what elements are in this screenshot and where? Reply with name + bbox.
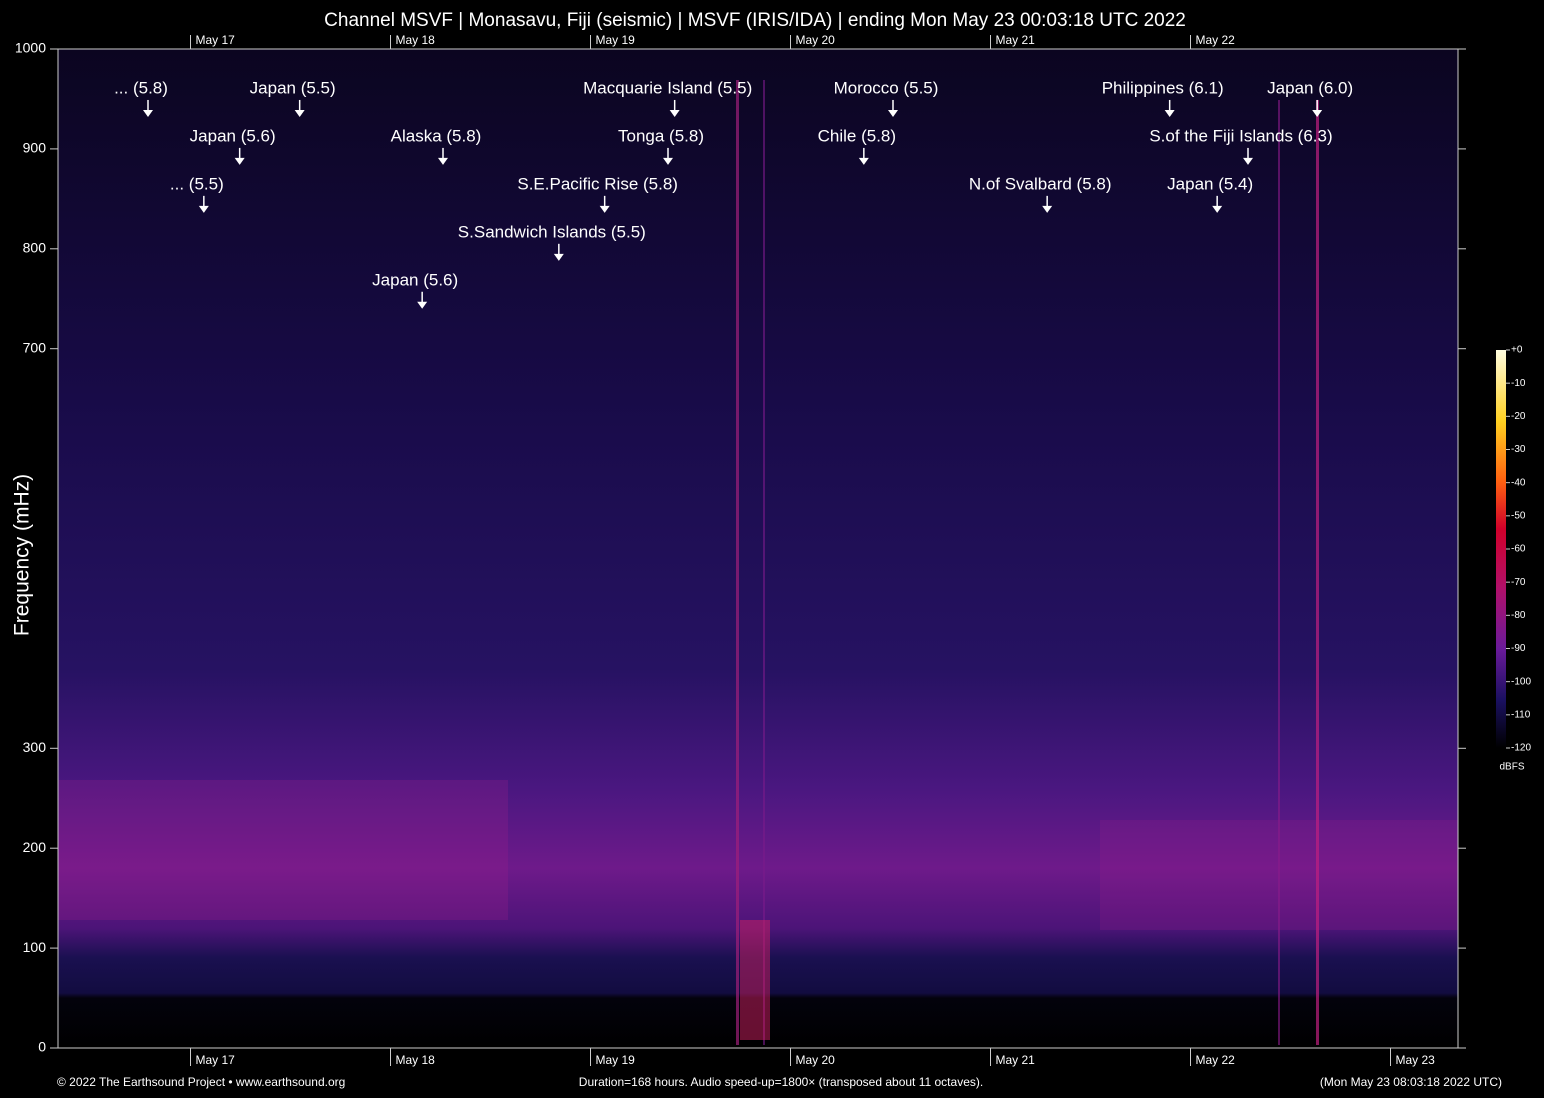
y-tick-label: 1000 xyxy=(15,40,46,56)
x-tick-label: May 17 xyxy=(196,1053,236,1067)
footer-center: Duration=168 hours. Audio speed-up=1800×… xyxy=(579,1075,983,1089)
chart-title: Channel MSVF | Monasavu, Fiji (seismic) … xyxy=(324,10,1186,31)
event-arrowhead xyxy=(1243,157,1253,165)
event-label: Japan (6.0) xyxy=(1267,78,1353,97)
event-arrowhead xyxy=(234,157,245,165)
y-tick-label: 700 xyxy=(23,339,47,355)
colorbar xyxy=(1496,350,1506,748)
colorbar-tick-label: -50 xyxy=(1511,510,1526,521)
y-tick-label: 900 xyxy=(23,140,47,156)
event-label: Japan (5.4) xyxy=(1167,174,1253,193)
colorbar-tick-label: -60 xyxy=(1511,544,1526,555)
colorbar-label: dBFS xyxy=(1499,762,1524,773)
colorbar-tick-label: -90 xyxy=(1511,643,1526,654)
colorbar-tick-label: -70 xyxy=(1511,577,1526,588)
spectrogram xyxy=(58,49,1458,1048)
colorbar-tick-label: -110 xyxy=(1511,709,1531,720)
event-arrowhead xyxy=(888,109,898,117)
event-label: Japan (5.6) xyxy=(190,126,276,145)
x2-tick-label: May 20 xyxy=(796,33,836,47)
colorbar-tick-label: -40 xyxy=(1511,477,1526,488)
event-arrowhead xyxy=(663,157,673,165)
event-arrowhead xyxy=(669,109,680,117)
x2-tick-label: May 17 xyxy=(196,33,236,47)
y-tick-label: 100 xyxy=(23,939,47,955)
event-arrowhead xyxy=(1042,205,1053,213)
event-label: Alaska (5.8) xyxy=(391,126,482,145)
x-tick-label: May 18 xyxy=(396,1053,436,1067)
event-arrowhead xyxy=(417,301,428,309)
event-arrowhead xyxy=(1164,109,1175,117)
x-tick-label: May 22 xyxy=(1196,1053,1236,1067)
event-label: N.of Svalbard (5.8) xyxy=(969,174,1112,193)
x-tick-label: May 21 xyxy=(996,1053,1036,1067)
event-arrowhead xyxy=(1212,205,1223,213)
event-label: Philippines (6.1) xyxy=(1102,78,1224,97)
event-label: Morocco (5.5) xyxy=(834,78,939,97)
x2-tick-label: May 21 xyxy=(996,33,1036,47)
colorbar-tick-label: -30 xyxy=(1511,444,1526,455)
y-tick-label: 200 xyxy=(23,839,47,855)
x2-tick-label: May 18 xyxy=(396,33,436,47)
x-tick-label: May 20 xyxy=(796,1053,836,1067)
event-label: S.E.Pacific Rise (5.8) xyxy=(517,174,678,193)
y-tick-label: 300 xyxy=(23,739,47,755)
event-label: Tonga (5.8) xyxy=(618,126,704,145)
event-arrowhead xyxy=(599,205,610,213)
y-tick-label: 0 xyxy=(38,1039,46,1055)
event-arrowhead xyxy=(294,109,305,117)
y-axis-label: Frequency (mHz) xyxy=(11,474,34,636)
footer-left: © 2022 The Earthsound Project • www.eart… xyxy=(57,1075,345,1089)
colorbar-tick-label: +0 xyxy=(1511,345,1523,356)
event-arrowhead xyxy=(143,109,153,117)
event-label: Chile (5.8) xyxy=(818,126,896,145)
event-label: S.Sandwich Islands (5.5) xyxy=(458,222,646,241)
y-tick-label: 800 xyxy=(23,240,47,256)
event-arrowhead xyxy=(438,157,448,165)
event-arrowhead xyxy=(1312,109,1323,117)
event-label: S.of the Fiji Islands (6.3) xyxy=(1149,126,1332,145)
event-label: Japan (5.5) xyxy=(250,78,336,97)
event-label: ... (5.8) xyxy=(114,78,168,97)
x-tick-label: May 19 xyxy=(596,1053,636,1067)
event-label: Macquarie Island (5.5) xyxy=(583,78,752,97)
colorbar-tick-label: -20 xyxy=(1511,411,1526,422)
plot-frame xyxy=(57,48,1459,1049)
x2-tick-label: May 19 xyxy=(596,33,636,47)
event-arrowhead xyxy=(858,157,869,165)
event-label: ... (5.5) xyxy=(170,174,224,193)
colorbar-tick-label: -120 xyxy=(1511,743,1531,754)
colorbar-tick-label: -100 xyxy=(1511,676,1531,687)
x2-tick-label: May 22 xyxy=(1196,33,1236,47)
event-arrowhead xyxy=(198,205,209,213)
footer-right: (Mon May 23 08:03:18 2022 UTC) xyxy=(1320,1075,1502,1089)
x-tick-label: May 23 xyxy=(1396,1053,1436,1067)
event-label: Japan (5.6) xyxy=(372,270,458,289)
event-arrowhead xyxy=(553,253,564,261)
colorbar-tick-label: -80 xyxy=(1511,610,1526,621)
colorbar-tick-label: -10 xyxy=(1511,378,1526,389)
